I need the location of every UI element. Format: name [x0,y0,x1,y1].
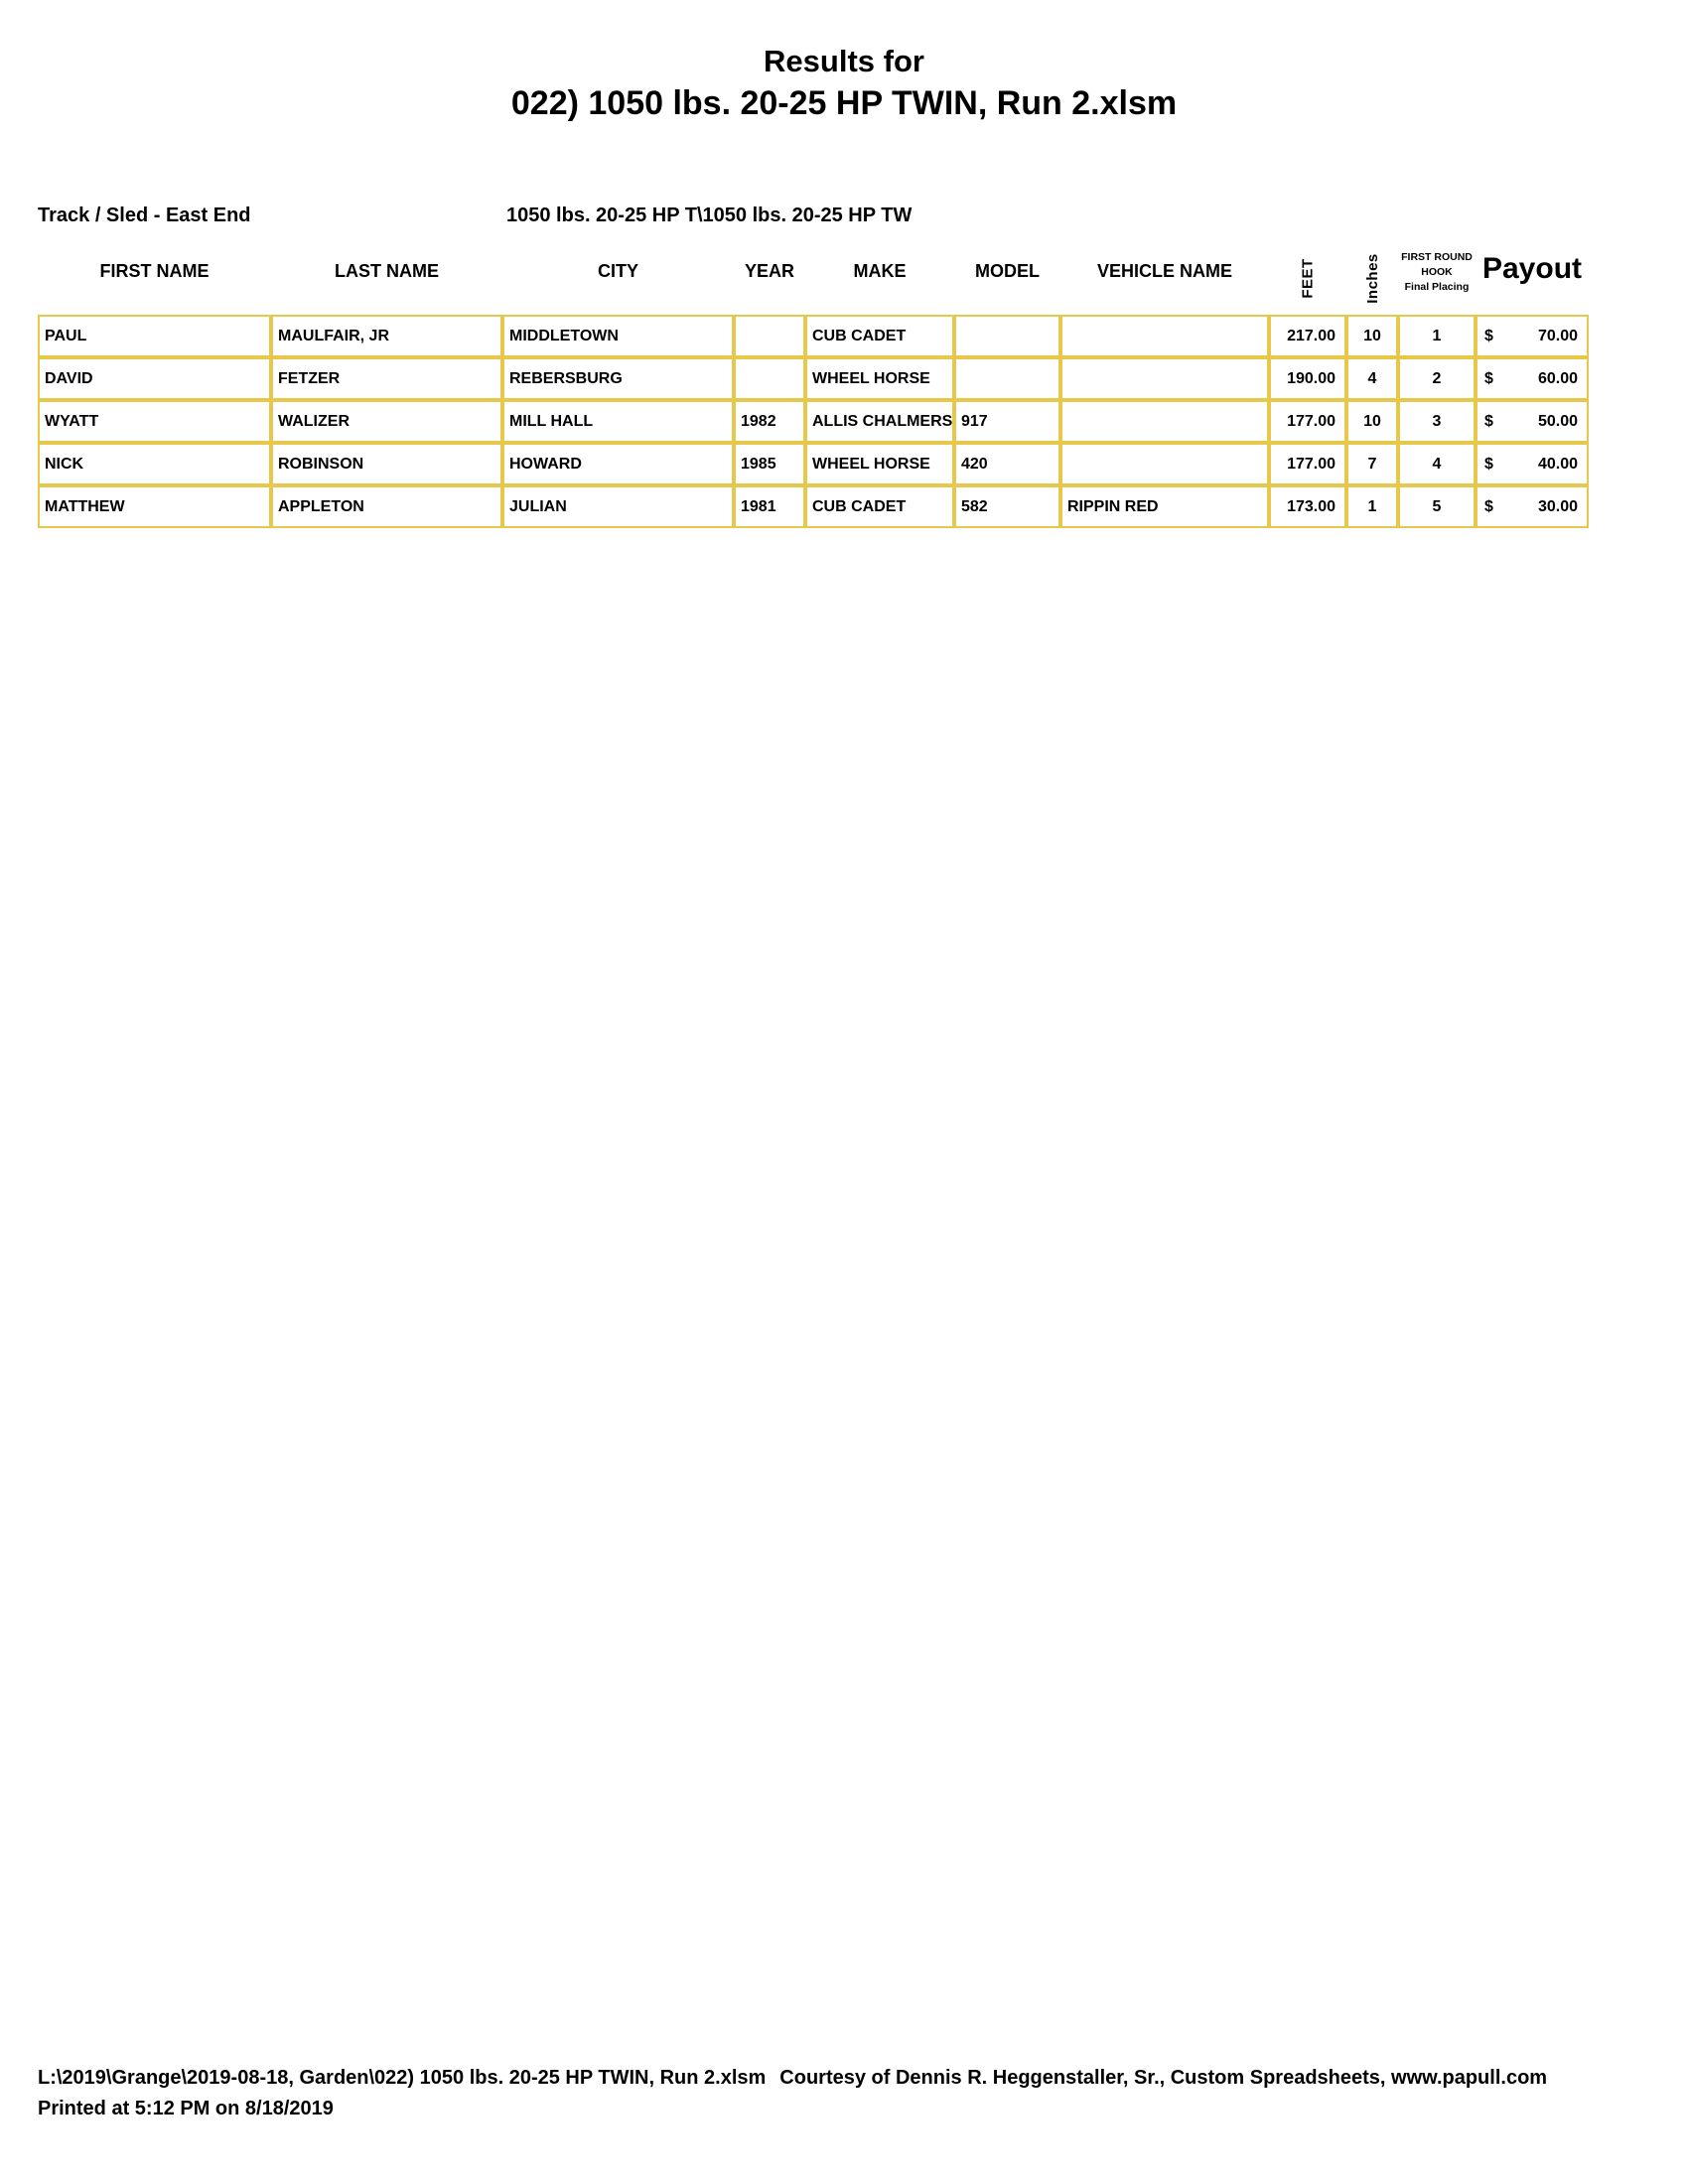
cell-feet: 217.00 [1269,315,1346,357]
page-subtitle: 022) 1050 lbs. 20-25 HP TWIN, Run 2.xlsm [510,84,1178,122]
cell-feet: 173.00 [1269,485,1346,528]
cell-feet: 177.00 [1269,443,1346,485]
payout-amount: 40.00 [1537,455,1578,473]
column-header-first-round-hook: FIRST ROUND HOOK Final Placing [1398,250,1476,295]
cell-make: ALLIS CHALMERS [805,400,954,443]
cell-city: MIDDLETOWN [502,315,734,357]
cell-last: FETZER [271,357,502,400]
currency-symbol: $ [1484,412,1493,430]
cell-year: 1982 [734,400,805,443]
cell-make: CUB CADET [805,485,954,528]
column-header-last-name: LAST NAME [335,261,439,281]
cell-inches: 10 [1346,315,1398,357]
cell-make: CUB CADET [805,315,954,357]
column-header-feet: FEET [1269,242,1346,314]
cell-inches: 1 [1346,485,1398,528]
cell-feet: 190.00 [1269,357,1346,400]
inches-vertical-label: Inches [1363,252,1381,304]
column-header-year: YEAR [744,261,794,281]
cell-vehicle [1060,315,1269,357]
cell-model: 582 [954,485,1060,528]
class-name-clipped: 1050 lbs. 20-25 HP T\1050 lbs. 20-25 HP … [506,205,913,226]
cell-first: WYATT [38,400,271,443]
cell-payout: $60.00 [1476,357,1589,400]
cell-vehicle [1060,443,1269,485]
cell-model: 917 [954,400,1060,443]
cell-placing: 1 [1398,315,1476,357]
cell-first: MATTHEW [38,485,271,528]
currency-symbol: $ [1484,455,1493,473]
cell-vehicle: RIPPIN RED [1060,485,1269,528]
column-header-model: MODEL [975,261,1040,281]
hook-header-line3: Final Placing [1404,281,1470,293]
cell-last: WALIZER [271,400,502,443]
column-header-first-name: FIRST NAME [99,261,210,281]
cell-year [734,357,805,400]
cell-last: APPLETON [271,485,502,528]
cell-last: MAULFAIR, JR [271,315,502,357]
cell-payout: $50.00 [1476,400,1589,443]
column-header-vehicle-name: VEHICLE NAME [1096,261,1232,281]
cell-inches: 4 [1346,357,1398,400]
cell-city: HOWARD [502,443,734,485]
column-header-city: CITY [597,261,638,281]
cell-year: 1981 [734,485,805,528]
cell-city: REBERSBURG [502,357,734,400]
track-sled-label: Track / Sled - East End [38,205,251,226]
currency-symbol: $ [1484,497,1493,515]
page-title: Results for [764,44,924,78]
payout-amount: 50.00 [1537,412,1578,430]
cell-model: 420 [954,443,1060,485]
column-header-make: MAKE [853,261,907,281]
cell-year: 1985 [734,443,805,485]
currency-symbol: $ [1484,369,1493,387]
cell-payout: $30.00 [1476,485,1589,528]
cell-year [734,315,805,357]
column-header-payout: Payout [1481,252,1583,285]
column-header-inches: Inches [1346,242,1398,314]
cell-model [954,315,1060,357]
footer-printed-line: Printed at 5:12 PM on 8/18/2019 [38,2098,334,2119]
footer-line1: L:\2019\Grange\2019-08-18, Garden\022) 1… [38,2067,1547,2090]
cell-first: NICK [38,443,271,485]
cell-last: ROBINSON [271,443,502,485]
cell-first: DAVID [38,357,271,400]
cell-inches: 7 [1346,443,1398,485]
payout-amount: 70.00 [1537,327,1578,344]
cell-placing: 5 [1398,485,1476,528]
payout-amount: 30.00 [1537,497,1578,515]
cell-city: JULIAN [502,485,734,528]
footer-file-path: L:\2019\Grange\2019-08-18, Garden\022) 1… [38,2067,767,2089]
cell-inches: 10 [1346,400,1398,443]
hook-header-line1: FIRST ROUND [1401,251,1473,263]
cell-placing: 3 [1398,400,1476,443]
footer-courtesy: Courtesy of Dennis R. Heggenstaller, Sr.… [779,2067,1548,2089]
cell-first: PAUL [38,315,271,357]
hook-header-line2: HOOK [1421,266,1453,278]
cell-make: WHEEL HORSE [805,443,954,485]
cell-payout: $40.00 [1476,443,1589,485]
cell-city: MILL HALL [502,400,734,443]
payout-amount: 60.00 [1537,369,1578,387]
cell-make: WHEEL HORSE [805,357,954,400]
cell-placing: 2 [1398,357,1476,400]
cell-vehicle [1060,357,1269,400]
feet-vertical-label: FEET [1299,257,1317,299]
currency-symbol: $ [1484,327,1493,344]
cell-placing: 4 [1398,443,1476,485]
cell-model [954,357,1060,400]
cell-vehicle [1060,400,1269,443]
cell-feet: 177.00 [1269,400,1346,443]
cell-payout: $70.00 [1476,315,1589,357]
